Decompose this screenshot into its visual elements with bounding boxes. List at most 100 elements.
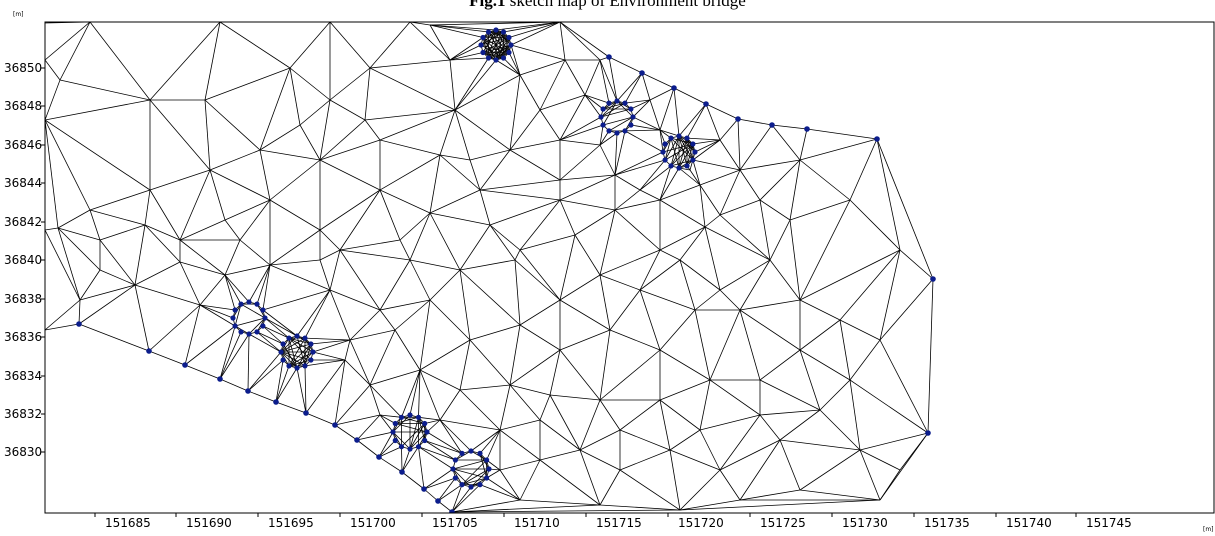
mesh-edge [248,333,282,353]
y-tick-label: 36844 [4,176,42,190]
mesh-edge [499,459,541,471]
y-tick-label: 36838 [4,292,42,306]
mesh-edge [439,419,463,454]
mesh-edge [719,199,761,216]
mesh-edge [670,143,694,167]
mesh-edge [479,189,491,226]
mesh-edge [849,199,901,251]
y-tick-label: 36832 [4,407,42,421]
pier-node [598,114,604,120]
pier-node [280,341,286,347]
mesh-edge [379,259,411,311]
mesh-edge [739,169,761,201]
x-tick-label: 151725 [760,516,806,530]
mesh-edge [424,419,441,424]
mesh-edge [859,449,881,501]
mesh-edge [599,124,604,146]
pier-node [280,357,286,363]
mesh-edge [418,446,454,470]
mesh-edge [459,389,501,431]
mesh-edge [312,339,351,353]
pier-node [668,163,674,169]
y-tick-label: 36834 [4,369,42,383]
pier-node [668,135,674,141]
mesh-edge [619,429,671,451]
mesh-edge [739,309,801,351]
mesh-edge [262,289,331,311]
mesh-edge [559,144,601,181]
pier-node [485,55,492,61]
mesh-edge [439,109,456,156]
mesh-edge [45,79,61,121]
mesh-edge [819,379,851,411]
mesh-edge [59,79,151,101]
mesh-edge [57,227,101,271]
mesh-edge [614,159,666,176]
mesh-edge [779,439,801,491]
boundary-node [332,422,338,428]
pier-node [485,29,492,35]
mesh-edge [600,102,626,118]
y-tick-label: 36840 [4,253,42,267]
mesh-edge [204,99,211,171]
mesh-edge [439,419,472,452]
pier-node [294,365,300,371]
mesh-edge [519,459,541,501]
mesh-edge [296,367,307,414]
mesh-edge [247,359,284,392]
boundary-node [376,454,382,460]
pier-node [628,106,634,112]
mesh-edge [579,399,601,451]
mesh-edge [608,56,643,74]
mesh-edge [719,414,761,471]
mesh-edge [632,116,661,131]
pier-node [308,357,314,363]
mesh-edge [519,234,576,251]
mesh-edge [719,439,781,471]
mesh-edge [799,349,821,411]
mesh-edge [369,384,402,418]
mesh-edge [539,109,561,141]
pier-node [302,363,308,369]
mesh-edge [378,446,402,458]
mesh-edge [454,57,489,111]
mesh-edge [409,369,421,416]
mesh-edge [209,149,261,171]
mesh-edge [479,189,561,201]
x-tick-label: 151740 [1006,516,1052,530]
mesh-edge [509,139,561,151]
mesh-edge [454,109,511,151]
mesh-edge [149,189,181,241]
mesh-edge [99,224,146,241]
mesh-edge [89,209,101,241]
mesh-edge [599,209,616,276]
mesh-edge [429,212,491,226]
mesh-edge [799,489,881,501]
pier-node [452,475,458,481]
mesh-edge [459,384,511,391]
mesh-edge [669,449,681,511]
mesh-edge [799,319,841,351]
boundary-node [217,376,223,382]
mesh-edge [559,22,566,61]
mesh-edge [379,189,401,241]
pier-node [302,335,308,341]
mesh-edge [224,239,241,276]
mesh-edge [449,57,489,61]
mesh-edge [927,278,934,434]
mesh-edge [209,169,271,201]
mesh-edge [489,199,561,226]
mesh-edge [799,349,851,381]
pier-node [484,457,490,463]
mesh-edge [574,234,601,276]
mesh-edge [692,159,741,171]
mesh-edge [699,429,721,471]
mesh-edge [709,309,741,381]
mesh-edge [503,57,521,76]
x-tick-label: 151715 [596,516,642,530]
mesh-edge [262,325,284,345]
mesh-edge [739,489,801,501]
mesh-edge [418,369,421,418]
mesh-edge [144,189,151,226]
mesh-edge [519,249,561,301]
